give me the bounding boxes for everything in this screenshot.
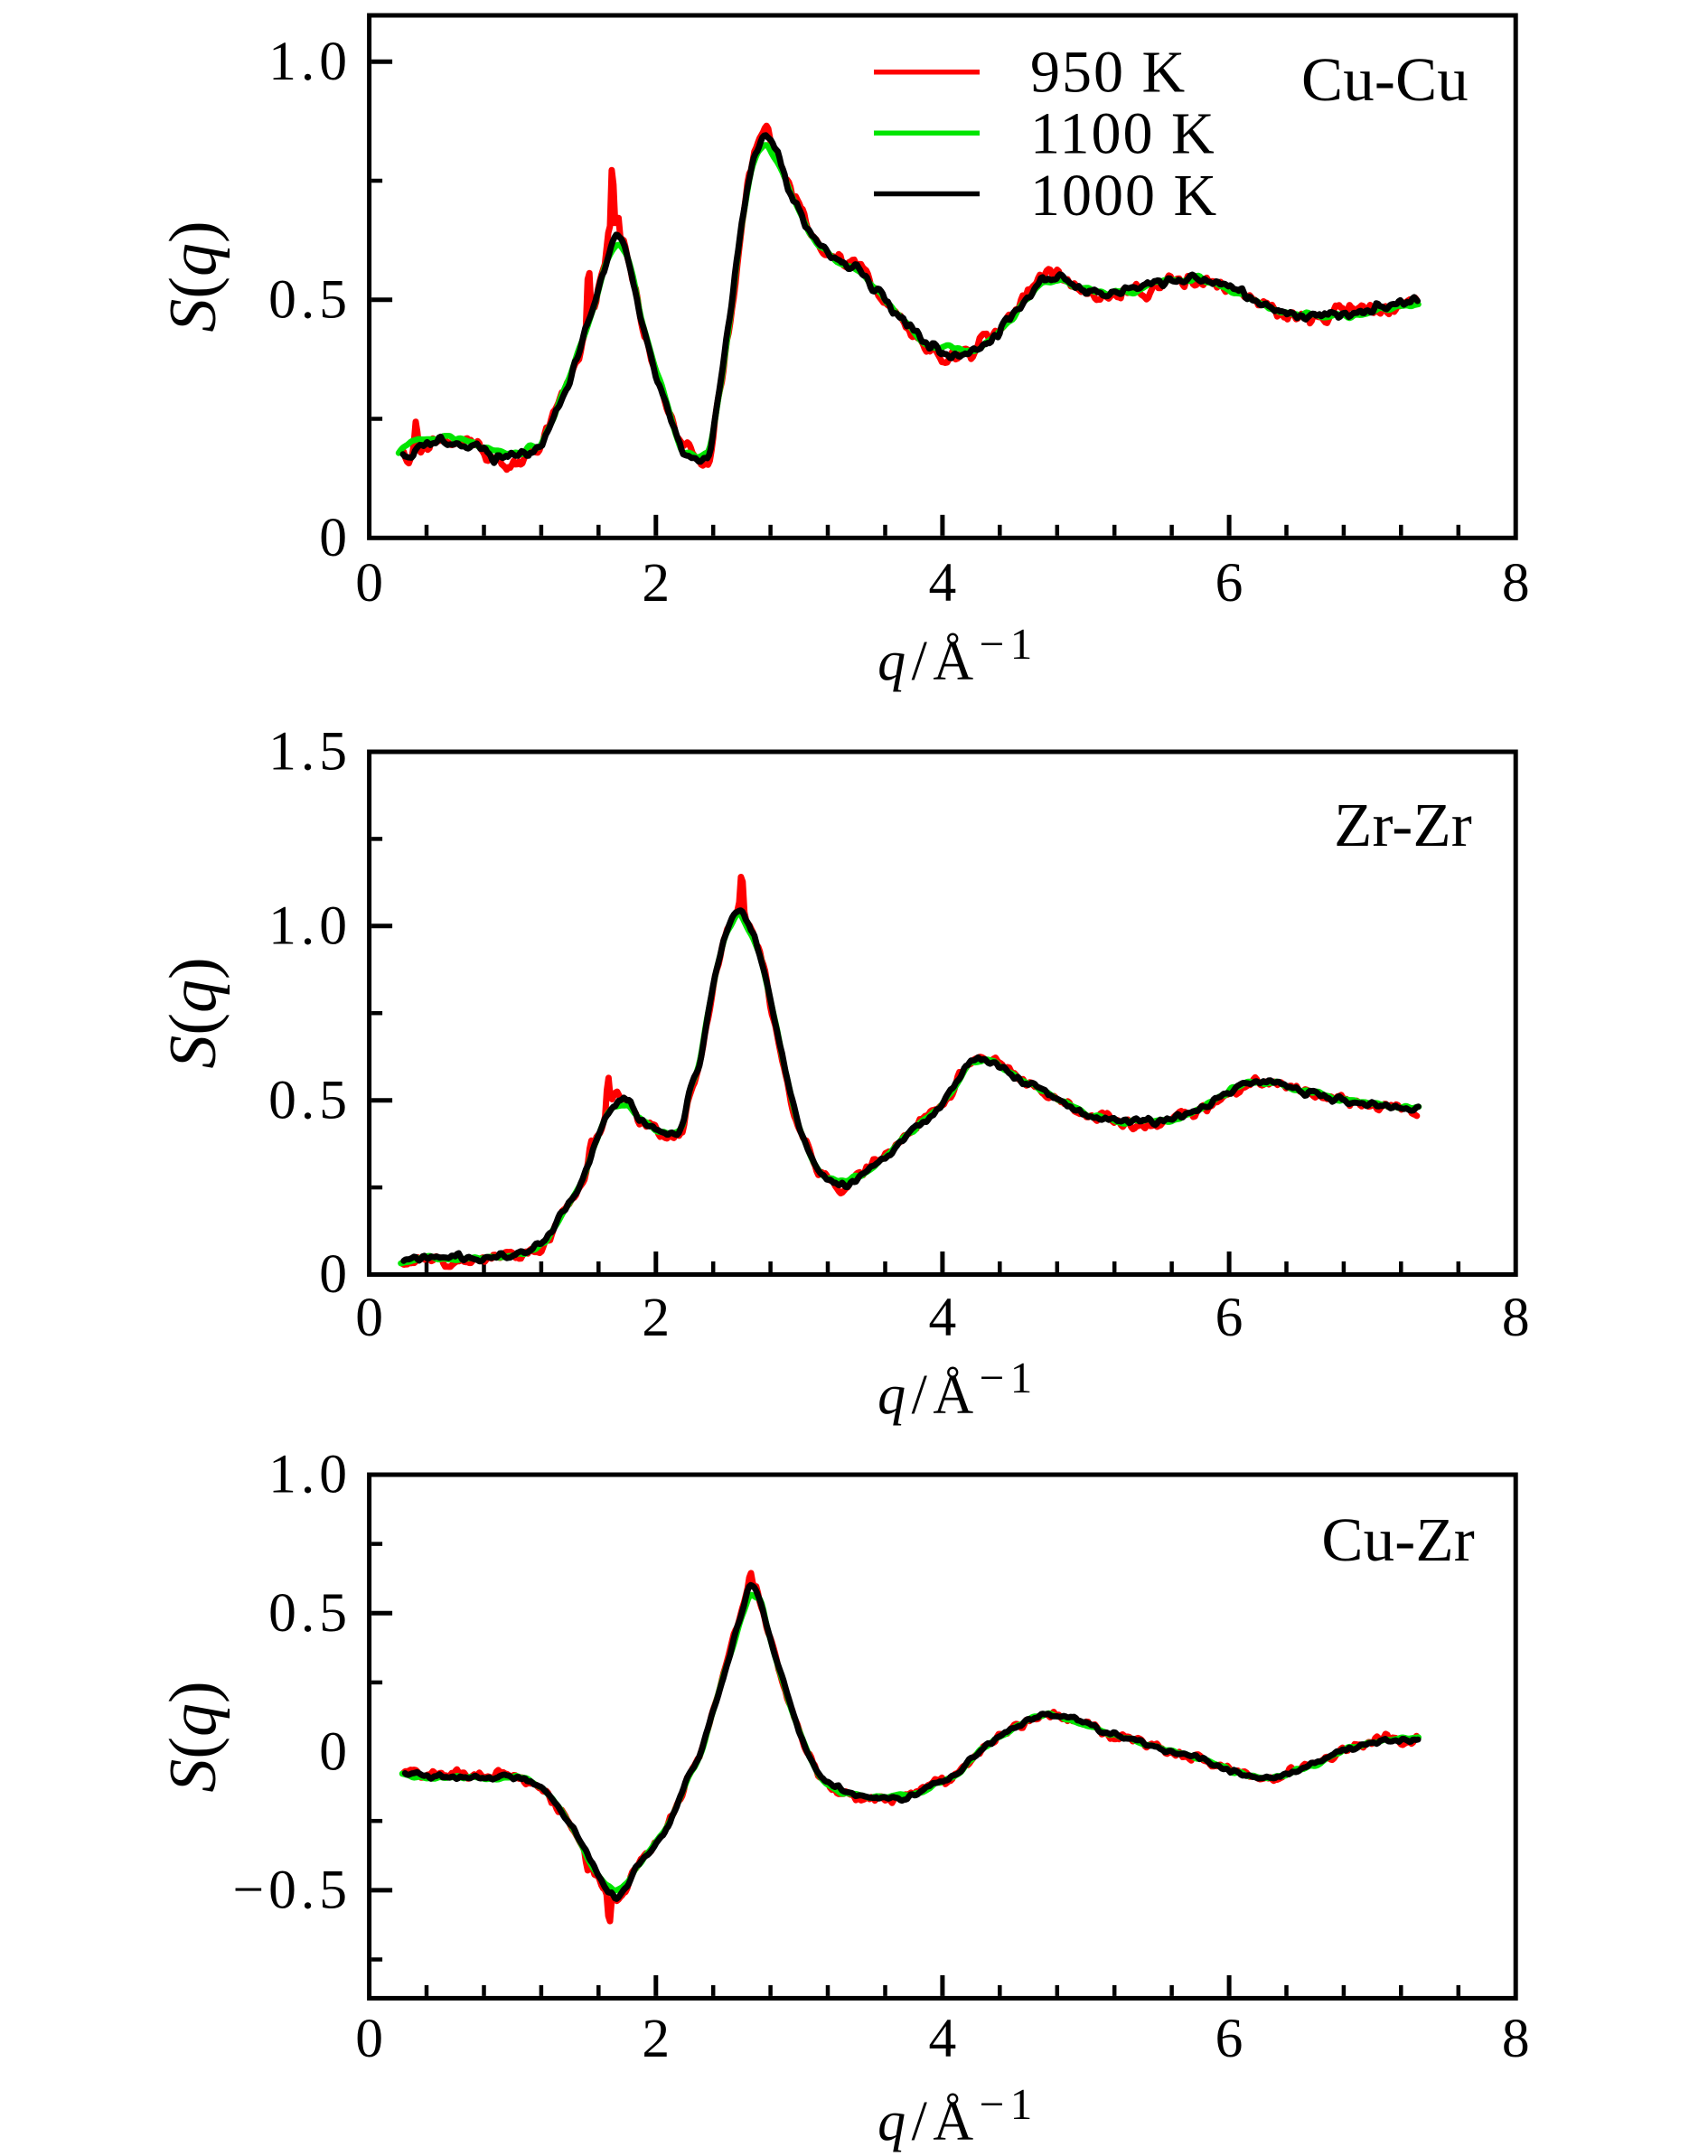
svg-text:0.5: 0.5 xyxy=(268,1582,352,1644)
svg-text:q/Å−1: q/Å−1 xyxy=(877,2079,1038,2152)
svg-text:q/Å−1: q/Å−1 xyxy=(877,619,1038,692)
svg-text:Zr-Zr: Zr-Zr xyxy=(1334,791,1472,859)
svg-text:S(q): S(q) xyxy=(156,220,230,332)
svg-text:4: 4 xyxy=(929,2008,957,2069)
svg-text:S(q): S(q) xyxy=(156,1681,230,1792)
svg-text:0.5: 0.5 xyxy=(268,269,352,331)
svg-text:0: 0 xyxy=(355,1287,383,1348)
svg-text:6: 6 xyxy=(1215,2008,1243,2069)
svg-text:6: 6 xyxy=(1215,1287,1243,1348)
svg-text:8: 8 xyxy=(1502,552,1530,614)
svg-text:8: 8 xyxy=(1502,2008,1530,2069)
svg-text:Cu-Cu: Cu-Cu xyxy=(1301,45,1469,114)
svg-text:0: 0 xyxy=(319,507,352,568)
svg-text:1000 K: 1000 K xyxy=(1030,163,1218,229)
svg-text:0: 0 xyxy=(355,552,383,614)
svg-text:2: 2 xyxy=(642,2008,670,2069)
svg-text:q/Å−1: q/Å−1 xyxy=(877,1353,1038,1426)
svg-text:8: 8 xyxy=(1502,1287,1530,1348)
svg-text:4: 4 xyxy=(929,552,957,614)
svg-text:1100 K: 1100 K xyxy=(1030,101,1216,167)
svg-text:0.5: 0.5 xyxy=(268,1069,352,1130)
svg-text:6: 6 xyxy=(1215,552,1243,614)
svg-text:2: 2 xyxy=(642,552,670,614)
svg-text:S(q): S(q) xyxy=(156,957,230,1068)
svg-text:1.5: 1.5 xyxy=(268,721,352,783)
svg-text:2: 2 xyxy=(642,1287,670,1348)
svg-text:Cu-Zr: Cu-Zr xyxy=(1321,1505,1475,1574)
svg-text:4: 4 xyxy=(929,1287,957,1348)
svg-text:−0.5: −0.5 xyxy=(232,1860,352,1921)
svg-text:1.0: 1.0 xyxy=(268,895,352,957)
svg-text:1.0: 1.0 xyxy=(268,31,352,92)
svg-text:0: 0 xyxy=(355,2008,383,2069)
svg-text:0: 0 xyxy=(319,1720,352,1782)
svg-text:0: 0 xyxy=(319,1243,352,1305)
svg-text:1.0: 1.0 xyxy=(268,1444,352,1505)
svg-text:950 K: 950 K xyxy=(1030,40,1187,106)
